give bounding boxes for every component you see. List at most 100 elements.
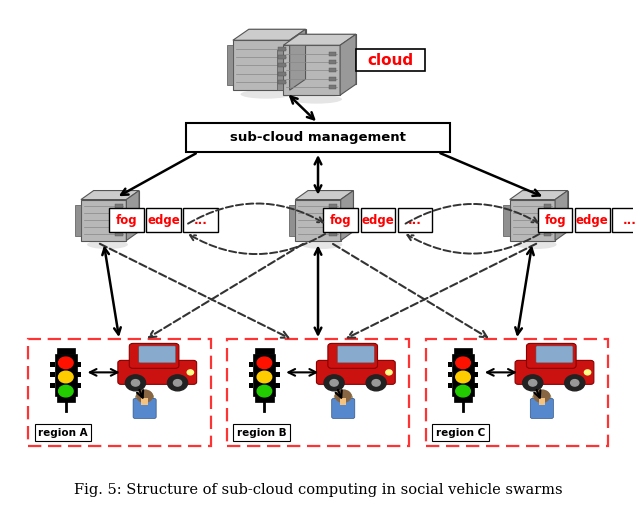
Bar (278, 55, 286, 59)
Bar (115, 225, 123, 229)
Bar (57, 396, 75, 402)
Bar (544, 232, 551, 236)
Circle shape (335, 389, 352, 403)
Bar (115, 211, 123, 215)
FancyBboxPatch shape (129, 343, 179, 368)
Polygon shape (295, 190, 353, 199)
Bar (474, 372, 479, 377)
Bar (77, 383, 81, 388)
Polygon shape (75, 205, 81, 235)
Text: edge: edge (147, 214, 180, 227)
Circle shape (125, 375, 145, 391)
Text: region C: region C (436, 428, 485, 437)
Polygon shape (227, 45, 233, 85)
Bar (447, 362, 452, 367)
Bar (77, 362, 81, 367)
Bar (115, 232, 123, 236)
Bar (454, 396, 472, 402)
Bar (300, 34, 356, 84)
Circle shape (523, 375, 543, 391)
Bar (35, 424, 92, 441)
Circle shape (187, 370, 193, 375)
Bar (249, 383, 253, 388)
Bar (57, 347, 75, 354)
Bar (356, 49, 425, 71)
Bar (308, 190, 353, 231)
Text: fog: fog (116, 214, 137, 227)
Bar (278, 46, 286, 51)
Bar (544, 211, 551, 215)
Bar (447, 383, 452, 388)
Polygon shape (233, 29, 305, 40)
Bar (360, 208, 396, 232)
Text: fog: fog (330, 214, 351, 227)
Text: edge: edge (576, 214, 609, 227)
Bar (612, 208, 640, 232)
Ellipse shape (241, 90, 292, 98)
Ellipse shape (291, 94, 342, 104)
Bar (115, 218, 123, 222)
Text: Fig. 5: Structure of sub-cloud computing in social vehicle swarms: Fig. 5: Structure of sub-cloud computing… (74, 483, 563, 497)
Bar (474, 362, 479, 367)
Bar (275, 383, 280, 388)
Bar (278, 72, 286, 76)
Bar (452, 354, 474, 396)
Bar (454, 347, 472, 354)
FancyBboxPatch shape (332, 398, 355, 419)
Bar (109, 208, 144, 232)
FancyBboxPatch shape (536, 346, 573, 363)
Circle shape (334, 391, 353, 405)
Bar (474, 383, 479, 388)
Bar (77, 372, 81, 377)
Text: sub-cloud management: sub-cloud management (230, 131, 406, 144)
FancyBboxPatch shape (426, 339, 608, 446)
Bar (141, 398, 148, 406)
Circle shape (456, 371, 470, 383)
Bar (275, 372, 280, 377)
Bar (255, 347, 273, 354)
Circle shape (366, 375, 386, 391)
Bar (278, 63, 286, 67)
Bar (575, 208, 610, 232)
Text: fog: fog (544, 214, 566, 227)
Circle shape (168, 375, 188, 391)
Text: edge: edge (362, 214, 394, 227)
Bar (249, 29, 305, 79)
FancyBboxPatch shape (328, 343, 378, 368)
Polygon shape (81, 190, 139, 199)
Bar (329, 60, 336, 64)
Polygon shape (504, 205, 509, 235)
Bar (340, 398, 346, 406)
Ellipse shape (516, 240, 557, 249)
Text: cloud: cloud (367, 53, 413, 68)
Polygon shape (289, 205, 295, 235)
Polygon shape (340, 34, 356, 95)
Bar (538, 208, 572, 232)
Bar (278, 80, 286, 84)
FancyBboxPatch shape (316, 361, 396, 384)
Bar (184, 208, 218, 232)
Bar (233, 424, 290, 441)
Bar (186, 123, 451, 152)
FancyBboxPatch shape (28, 339, 211, 446)
Bar (330, 205, 337, 209)
Circle shape (529, 380, 537, 386)
Bar (233, 40, 290, 90)
Bar (51, 372, 55, 377)
Text: ...: ... (194, 214, 208, 227)
Bar (93, 190, 139, 231)
FancyBboxPatch shape (515, 361, 594, 384)
Circle shape (136, 391, 154, 405)
Bar (146, 208, 181, 232)
Circle shape (131, 380, 140, 386)
Circle shape (372, 380, 380, 386)
FancyBboxPatch shape (527, 343, 576, 368)
Bar (447, 372, 452, 377)
Polygon shape (290, 29, 305, 90)
Bar (398, 208, 433, 232)
Bar (249, 372, 253, 377)
Bar (330, 211, 337, 215)
Polygon shape (126, 190, 139, 240)
Circle shape (173, 380, 182, 386)
Circle shape (136, 389, 153, 403)
